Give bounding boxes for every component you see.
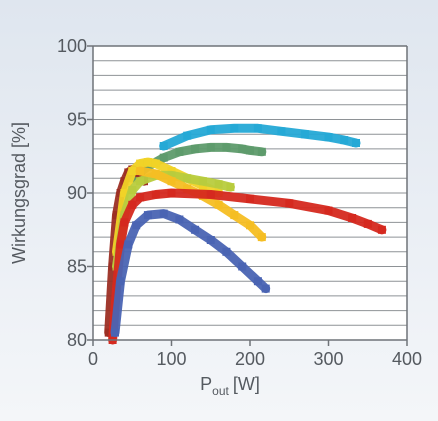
data-point <box>151 190 160 199</box>
x-axis-title-subscript: out <box>212 384 229 398</box>
data-point <box>112 211 121 220</box>
data-point <box>222 247 231 256</box>
data-series <box>104 123 387 345</box>
data-point <box>348 214 357 222</box>
x-tick-label: 200 <box>235 349 265 369</box>
data-point <box>136 167 145 175</box>
data-point <box>230 124 239 133</box>
data-point <box>340 136 349 145</box>
data-point <box>206 125 215 134</box>
x-tick-label: 400 <box>392 349 422 369</box>
y-axis-title: Wirkungsgrad [%] <box>9 122 29 264</box>
data-point <box>226 183 235 192</box>
data-point <box>167 177 176 186</box>
data-point <box>198 177 207 186</box>
data-point <box>285 199 294 208</box>
data-point <box>111 328 119 337</box>
data-point <box>143 211 152 220</box>
y-tick-label: 95 <box>67 110 87 130</box>
data-point <box>116 277 125 286</box>
data-point <box>238 144 247 153</box>
data-point <box>128 186 137 195</box>
data-point <box>253 124 262 133</box>
data-point <box>363 219 372 228</box>
data-point <box>246 221 254 230</box>
data-point <box>116 240 125 249</box>
data-point <box>324 206 333 215</box>
data-point <box>206 236 215 244</box>
data-point <box>128 167 137 175</box>
data-point <box>277 127 286 136</box>
data-point <box>377 225 386 234</box>
data-point <box>222 143 231 152</box>
data-point <box>257 147 266 156</box>
x-tick-label: 0 <box>88 349 98 369</box>
data-point <box>257 233 266 242</box>
data-point <box>324 133 333 142</box>
data-point <box>206 143 215 152</box>
series-band <box>159 123 361 151</box>
data-point <box>128 200 137 209</box>
y-tick-label: 80 <box>67 330 87 350</box>
data-point <box>352 139 360 147</box>
data-point <box>183 131 192 140</box>
data-point <box>301 130 309 139</box>
tick-labels: 80 85 90 95 100 0 100 200 300 400 <box>57 36 422 369</box>
series-8 <box>110 209 271 338</box>
data-point <box>175 147 184 156</box>
data-point <box>143 158 152 167</box>
data-point <box>214 180 223 189</box>
data-point <box>120 189 129 197</box>
data-point <box>246 146 254 155</box>
data-point <box>159 142 168 150</box>
data-point <box>151 169 160 178</box>
data-point <box>167 189 176 197</box>
x-axis-title-unit: [W] <box>233 374 260 394</box>
data-point <box>136 177 145 186</box>
data-point <box>191 144 200 153</box>
x-tick-label: 100 <box>156 349 186 369</box>
data-point <box>124 240 133 249</box>
y-tick-label: 100 <box>57 36 87 56</box>
data-point <box>183 184 192 193</box>
data-point <box>246 194 254 203</box>
data-point <box>132 221 141 230</box>
data-point <box>191 225 200 234</box>
x-axis-title: Pout [W] <box>200 374 260 398</box>
data-point <box>159 153 168 162</box>
series-1 <box>159 123 361 151</box>
data-point <box>159 209 168 218</box>
data-point <box>136 159 145 168</box>
data-point <box>214 200 223 209</box>
data-point <box>183 174 192 183</box>
x-tick-label: 300 <box>313 349 343 369</box>
data-point <box>261 284 270 293</box>
data-point <box>206 190 215 199</box>
data-point <box>238 262 247 271</box>
data-point <box>136 193 145 202</box>
data-point <box>253 277 262 286</box>
data-point <box>175 215 184 224</box>
y-tick-label: 85 <box>67 257 87 277</box>
data-point <box>151 159 160 168</box>
data-point <box>120 218 129 227</box>
y-tick-label: 90 <box>67 183 87 203</box>
data-point <box>167 171 176 180</box>
data-point <box>230 211 239 220</box>
x-axis-title-main: P <box>200 374 212 394</box>
